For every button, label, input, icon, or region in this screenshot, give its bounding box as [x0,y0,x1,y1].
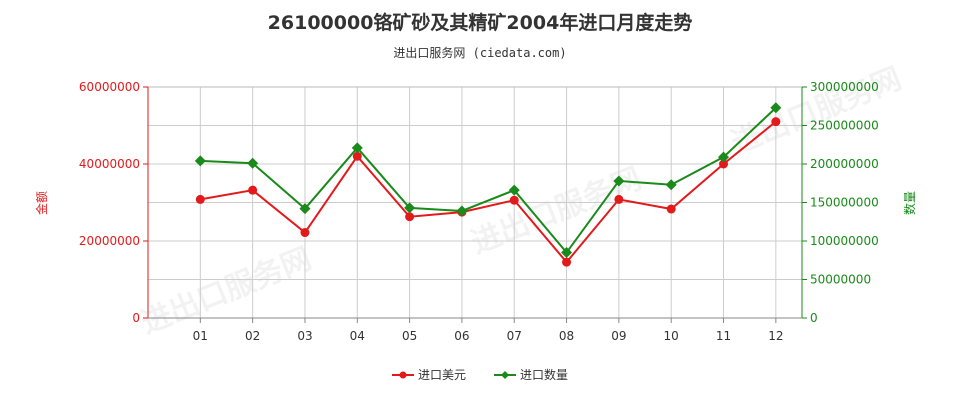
right-axis-tick-label-4: 200000000 [810,157,879,171]
point-quantity-04 [351,142,363,154]
point-usd-09 [614,194,624,204]
chart-title: 26100000铬矿砂及其精矿2004年进口月度走势 [267,12,693,34]
point-usd-02 [248,185,258,195]
point-quantity-09 [613,175,625,187]
left-axis-tick-label-0: 0 [132,311,140,325]
point-quantity-01 [194,155,206,167]
legend-swatch-usd [391,371,414,378]
point-quantity-07 [508,184,520,196]
legend-item-usd[interactable]: 进口美元 [391,366,466,383]
x-axis-tick-label-08: 08 [559,329,574,343]
left-axis-label: 金额 [34,191,49,215]
x-axis-tick-label-02: 02 [245,329,260,343]
chart-legend: 进口美元 进口数量 [0,366,960,383]
right-axis-tick-label-1: 50000000 [810,273,871,287]
point-usd-05 [405,212,415,222]
x-axis-tick-label-04: 04 [350,329,365,343]
x-axis-tick-label-10: 10 [664,329,679,343]
right-axis-tick-label-6: 300000000 [810,80,879,94]
left-axis-tick-label-3: 60000000 [79,80,140,94]
x-axis-tick-label-09: 09 [611,329,626,343]
point-quantity-05 [404,202,416,214]
x-axis-tick-label-03: 03 [297,329,312,343]
right-axis-tick-label-2: 100000000 [810,234,879,248]
point-quantity-11 [718,151,730,163]
point-usd-08 [562,257,572,267]
x-axis-tick-label-12: 12 [768,329,783,343]
legend-label-quantity: 进口数量 [520,368,569,382]
point-usd-12 [771,117,781,127]
series-line-0 [200,120,777,264]
point-usd-04 [352,151,362,161]
x-axis-tick-label-05: 05 [402,329,417,343]
point-usd-10 [666,204,676,214]
watermark-0: 进出口服务网 [136,241,316,341]
x-axis-tick-label-06: 06 [454,329,469,343]
x-axis-tick-label-07: 07 [507,329,522,343]
point-quantity-03 [299,203,311,215]
x-axis-tick-label-11: 11 [716,329,731,343]
point-usd-03 [300,228,310,238]
legend-label-usd: 进口美元 [417,368,466,382]
watermark-2: 进出口服务网 [726,61,906,161]
point-usd-07 [509,195,519,205]
point-usd-11 [719,159,729,169]
right-axis-tick-label-5: 250000000 [810,119,879,133]
left-axis-tick-label-1: 20000000 [79,234,140,248]
right-axis-tick-label-0: 0 [810,311,818,325]
series-line-1 [200,107,777,255]
legend-swatch-quantity [494,370,516,379]
point-quantity-06 [456,205,468,217]
point-quantity-12 [770,102,782,114]
right-axis-label: 数量 [902,191,917,215]
x-axis-tick-label-01: 01 [193,329,208,343]
point-quantity-10 [665,179,677,191]
chart-subtitle: 进出口服务网 (ciedata.com) [393,46,567,60]
point-usd-01 [195,194,205,204]
point-quantity-02 [247,157,259,169]
legend-item-quantity[interactable]: 进口数量 [494,366,568,383]
point-quantity-08 [561,247,573,259]
right-axis-tick-label-3: 150000000 [810,196,879,210]
left-axis-tick-label-2: 40000000 [79,157,140,171]
